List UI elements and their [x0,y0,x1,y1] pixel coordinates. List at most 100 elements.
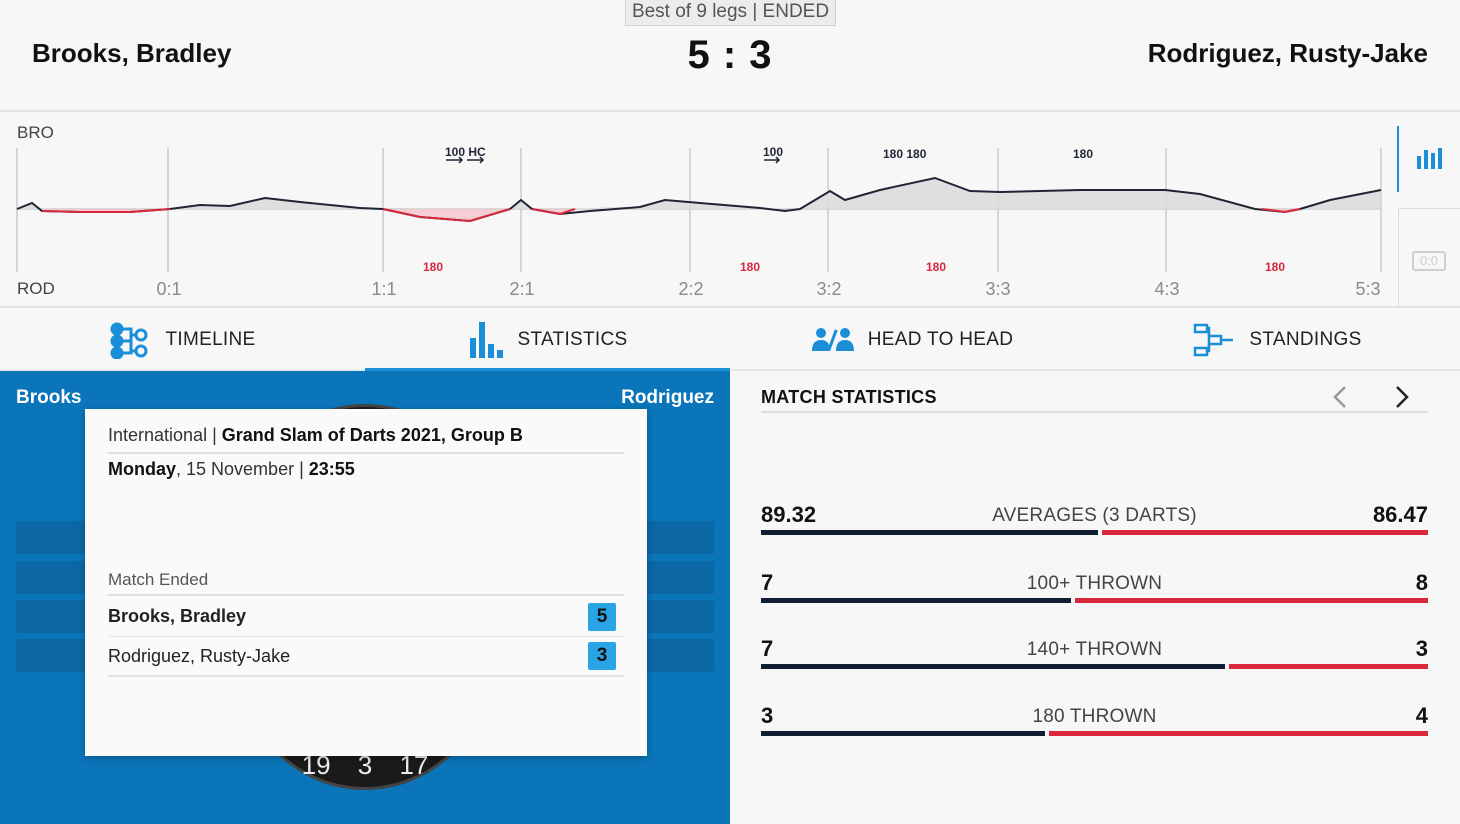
match-date: , 15 November | [176,459,309,479]
stat-away-value: 86.47 [1372,502,1428,527]
stat-label: AVERAGES (3 DARTS) [992,505,1197,526]
stat-comparison-bar [761,530,1428,535]
match-info-card: International | Grand Slam of Darts 2021… [85,409,647,756]
match-statistics-panel: MATCH STATISTICS 89.32 AVERAGES (3 DARTS… [730,371,1460,824]
stat-home-value: 7 [761,636,774,661]
stat-away-value: 8 [1415,570,1428,595]
chevron-left-icon [1333,386,1346,408]
bar-chart-icon [469,321,503,358]
away-momentum-line [41,208,171,213]
statistics-pager [1322,382,1420,412]
stat-label: 180 THROWN [1032,706,1157,727]
checkout-arrow-icon [764,156,781,164]
stat-label: 140+ THROWN [1026,639,1163,660]
away-event-label: 180 [926,260,946,274]
card-home-row: Brooks, Bradley 5 [108,597,624,637]
away-momentum-fill [42,209,1300,221]
tournament-name[interactable]: Grand Slam of Darts 2021, Group B [221,425,523,445]
home-event-labels: 100 HC 100 180 180 180 [445,145,1093,161]
match-header: Best of 9 legs | ENDED Brooks, Bradley 5… [0,0,1460,112]
dartboard-number: 3 [357,750,373,780]
stat-row-averages: 89.32 AVERAGES (3 DARTS) 86.47 [761,502,1428,542]
away-momentum-line [382,208,511,223]
card-away-row: Rodriguez, Rusty-Jake 3 [108,637,624,677]
away-event-label: 180 [1265,260,1285,274]
stat-home-value: 3 [761,703,774,728]
home-event-label: 100 [763,145,783,159]
stat-away-value: 3 [1415,636,1428,661]
away-share-bar [1075,598,1428,603]
tab-standings[interactable]: STANDINGS [1095,308,1460,371]
card-away-score-badge: 3 [588,642,616,670]
head-to-head-icon [811,327,854,351]
leg-gridlines [16,148,1382,272]
match-day: Monday [108,459,177,479]
away-event-label: 180 [740,260,760,274]
away-share-bar [1229,664,1428,669]
match-status: Match Ended [108,570,624,596]
category-label: International [108,425,208,445]
momentum-graph-svg: BRO ROD 0:1 1:1 2:1 2:2 3:2 3:3 4:3 5:3 … [16,123,1442,299]
checkout-arrow-icon [446,156,464,164]
previous-page-button[interactable] [1322,382,1358,412]
momentum-graph: BRO ROD 0:1 1:1 2:1 2:2 3:2 3:3 4:3 5:3 … [0,112,1460,308]
score-toggle-icon[interactable]: 0:0 [1412,251,1446,271]
checkout-arrow-icon [467,156,485,164]
graph-bar-chart-icon[interactable] [1417,148,1442,169]
leg-label: 5:3 [1355,279,1380,299]
chevron-right-icon [1396,386,1409,408]
home-share-bar [761,598,1071,603]
timeline-icon [110,322,148,359]
next-page-button[interactable] [1384,382,1420,412]
tab-head-to-head[interactable]: HEAD TO HEAD [730,308,1095,371]
home-abbr-label: BRO [17,123,54,142]
tab-label: STANDINGS [1249,328,1362,350]
card-home-score-badge: 5 [588,602,616,631]
stat-home-value: 7 [761,570,774,595]
leg-label: 4:3 [1154,279,1179,299]
home-share-bar [761,664,1225,669]
stat-home-value: 89.32 [761,502,817,527]
tab-label: HEAD TO HEAD [867,328,1014,350]
stat-away-value: 4 [1415,703,1428,728]
away-short-name: Rodriguez [621,387,714,408]
graph-side-panel [1398,208,1460,306]
tab-statistics[interactable]: STATISTICS [365,308,730,373]
leg-label: 2:1 [509,279,534,299]
match-visual-panel: Brooks Rodriguez 19 3 17 International |… [0,371,730,824]
standings-bracket-icon [1194,323,1234,356]
home-event-label: 180 [1073,147,1093,161]
away-player-name[interactable]: Rodriguez, Rusty-Jake [1147,38,1428,68]
tournament-line: International | Grand Slam of Darts 2021… [108,425,624,454]
stat-comparison-bar [761,598,1428,603]
momentum-line [16,176,1382,223]
match-score: 5 : 3 [687,33,773,77]
home-momentum-fill [17,178,1381,209]
statistics-header: MATCH STATISTICS [761,383,1428,413]
category-separator: | [207,425,222,445]
away-event-label: 180 [423,260,443,274]
home-player-name[interactable]: Brooks, Bradley [32,38,232,68]
match-datetime: Monday, 15 November | 23:55 [108,459,355,480]
checkout-arrow-icons [446,156,781,164]
tab-label: STATISTICS [517,328,628,350]
leg-label: 3:3 [985,279,1010,299]
leg-score-labels: 0:1 1:1 2:1 2:2 3:2 3:3 4:3 5:3 [156,279,1380,299]
stat-comparison-bar [761,731,1428,736]
match-time: 23:55 [308,459,355,479]
stat-row-180: 3 180 THROWN 4 [761,703,1428,743]
statistics-title: MATCH STATISTICS [761,386,937,407]
away-event-labels: 180 180 180 180 [423,260,1285,274]
card-home-name: Brooks, Bradley [108,606,247,626]
stat-label: 100+ THROWN [1026,573,1163,594]
leg-label: 1:1 [371,279,396,299]
tab-timeline[interactable]: TIMELINE [0,308,365,371]
home-event-label: 100 HC [445,145,486,159]
away-abbr-label: ROD [17,279,55,298]
leg-label: 2:2 [678,279,703,299]
away-share-bar [1102,530,1428,535]
home-share-bar [761,731,1045,736]
tab-label: TIMELINE [165,328,256,350]
stat-row-140-plus: 7 140+ THROWN 3 [761,636,1428,676]
away-momentum-line [531,208,576,216]
